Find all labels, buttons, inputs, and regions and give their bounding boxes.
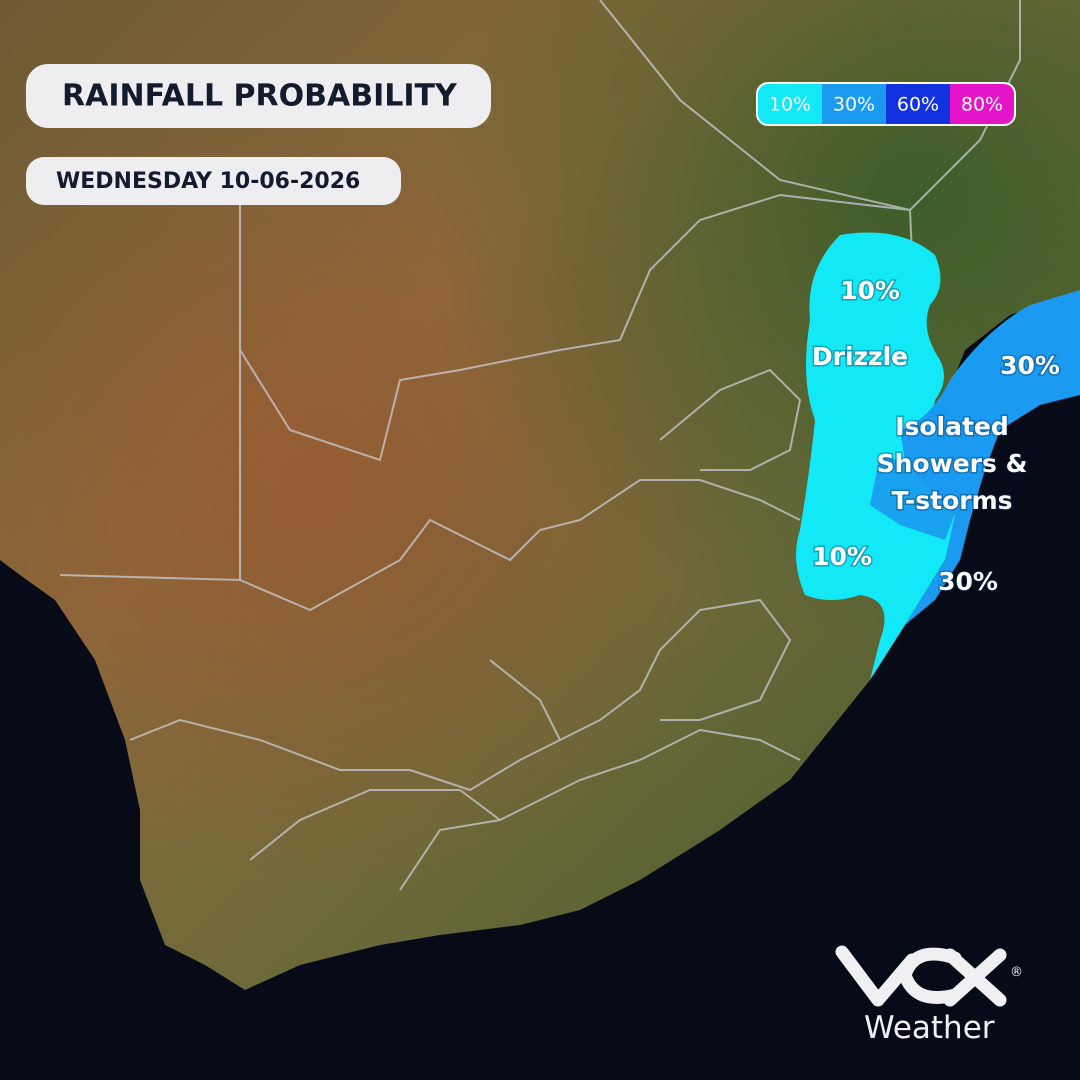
map-label: Showers & [877,449,1028,478]
map-label: 30% [938,567,998,596]
logo-mark: ® [1010,965,1023,980]
legend-swatch-fill [770,84,822,124]
rain-zones [796,232,1080,680]
legend-label: 10% [769,94,811,116]
legend: 10% 30% 60% 80% [756,82,1016,126]
map-label: 10% [840,276,900,305]
legend-swatch-fill [950,84,1002,124]
map-label: Isolated [895,412,1009,441]
title-pill [26,64,491,128]
zone-mid [900,290,1080,625]
map-label: Drizzle [812,342,908,371]
legend-swatch [886,84,950,124]
logo-o [898,947,962,1004]
logo-x [943,948,1007,1007]
legend-swatch [822,84,886,124]
logo-text: Weather [864,1010,995,1046]
map-label: 10% [812,542,872,571]
legend-label: 30% [833,94,875,116]
map-labels: 10% Drizzle 30% Isolated Showers & T-storms 10… [810,275,1061,598]
title: RAINFALL PROBABILITY [62,79,458,114]
legend-label: 80% [961,94,1003,116]
date: WEDNESDAY 10-06-2026 [56,169,360,194]
zone-mid-inner [870,455,960,540]
map-label: T-storms [891,486,1012,515]
borders [59,0,1021,891]
legend-label: 60% [897,94,939,116]
logo: ® Weather [835,945,1023,1046]
map-label: 30% [1000,351,1060,380]
zone-low [796,232,960,680]
land-vegetation [0,0,1080,990]
date-pill [26,157,401,205]
